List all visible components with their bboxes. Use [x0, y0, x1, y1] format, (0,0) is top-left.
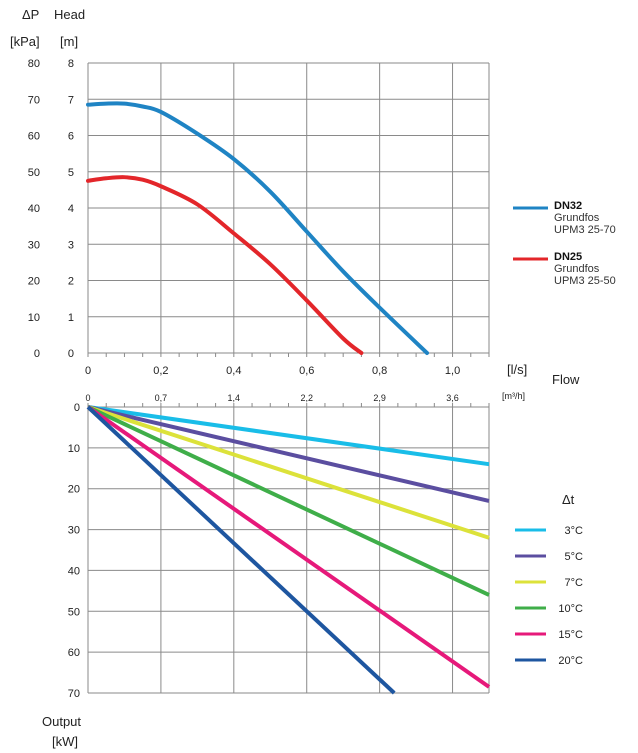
output-axis-unit: [kW]	[52, 734, 78, 749]
legend-label-dt: 10°C	[558, 603, 583, 615]
y-tick-kpa: 80	[28, 58, 40, 70]
y-tick-m: 3	[68, 239, 74, 251]
y-tick-kpa: 30	[28, 239, 40, 251]
x-axis-unit-m3h: [m³/h]	[502, 391, 525, 401]
y-axis-title-pressure: ΔP	[22, 7, 39, 22]
legend-label-dt: 3°C	[565, 525, 584, 537]
x-tick-ls: 1,0	[445, 365, 460, 377]
series-line-dn25	[86, 175, 364, 355]
output-chart-series	[86, 405, 491, 695]
y-tick-m: 4	[68, 203, 74, 215]
y-tick-output: 20	[68, 484, 80, 496]
y-tick-output: 30	[68, 525, 80, 537]
x-axis-title: Flow	[552, 372, 580, 387]
output-chart-grid	[87, 403, 490, 694]
legend-label-dn32: DN32	[554, 200, 582, 212]
y-tick-output: 10	[68, 443, 80, 455]
series-line-dt-4	[86, 405, 491, 689]
y-tick-m: 6	[68, 131, 74, 143]
y-tick-kpa: 0	[34, 348, 40, 360]
output-axis-title: Output	[42, 714, 81, 729]
legend-sub-dn32: UPM3 25-70	[554, 224, 616, 236]
legend-label-dn25: DN25	[554, 251, 582, 263]
y-tick-output: 0	[74, 402, 80, 414]
series-line-dt-2	[87, 405, 490, 540]
legend-label-dt: 15°C	[558, 629, 583, 641]
y-tick-kpa: 10	[28, 312, 40, 324]
x-tick-ls: 0,4	[226, 365, 241, 377]
y-tick-kpa: 50	[28, 167, 40, 179]
x-tick-ls: 0,2	[153, 365, 168, 377]
y-tick-kpa: 70	[28, 94, 40, 106]
y-tick-m: 0	[68, 348, 74, 360]
legend-sub-dn25: UPM3 25-50	[554, 275, 616, 287]
x-tick-m3h: 1,4	[228, 393, 241, 403]
x-tick-m3h: 0,7	[155, 393, 168, 403]
x-tick-m3h: 2,2	[300, 393, 313, 403]
y-axis-unit-kpa: [kPa]	[10, 34, 40, 49]
series-line-dt-3	[87, 405, 490, 597]
y-tick-m: 5	[68, 167, 74, 179]
legend-sub-dn32: Grundfos	[554, 212, 600, 224]
x-tick-ls: 0,8	[372, 365, 387, 377]
x-tick-ls: 0	[85, 365, 91, 377]
y-tick-m: 1	[68, 312, 74, 324]
head-chart-series	[86, 101, 430, 355]
y-axis-unit-m: [m]	[60, 34, 78, 49]
series-line-dt-0	[87, 405, 490, 467]
y-tick-output: 40	[68, 565, 80, 577]
x-tick-ls: 0,6	[299, 365, 314, 377]
series-line-dn32	[86, 101, 430, 355]
y-tick-m: 2	[68, 276, 74, 288]
y-tick-kpa: 60	[28, 131, 40, 143]
y-tick-output: 50	[68, 606, 80, 618]
x-axis-unit-ls: [l/s]	[507, 362, 527, 377]
y-tick-m: 7	[68, 94, 74, 106]
y-tick-kpa: 20	[28, 276, 40, 288]
legend-label-dt: 5°C	[565, 551, 584, 563]
legend-label-dt: 7°C	[565, 577, 584, 589]
x-tick-m3h: 0	[85, 393, 90, 403]
y-tick-output: 70	[68, 688, 80, 700]
legend-label-dt: 20°C	[558, 655, 583, 667]
y-axis-title-head: Head	[54, 7, 85, 22]
y-tick-output: 60	[68, 647, 80, 659]
y-tick-m: 8	[68, 58, 74, 70]
legend-title-dt: Δt	[562, 492, 575, 507]
legend-sub-dn25: Grundfos	[554, 263, 600, 275]
x-tick-m3h: 3,6	[446, 393, 459, 403]
series-line-dt-1	[87, 405, 490, 503]
x-tick-m3h: 2,9	[373, 393, 386, 403]
y-tick-kpa: 40	[28, 203, 40, 215]
series-line-dt-5	[86, 405, 396, 695]
